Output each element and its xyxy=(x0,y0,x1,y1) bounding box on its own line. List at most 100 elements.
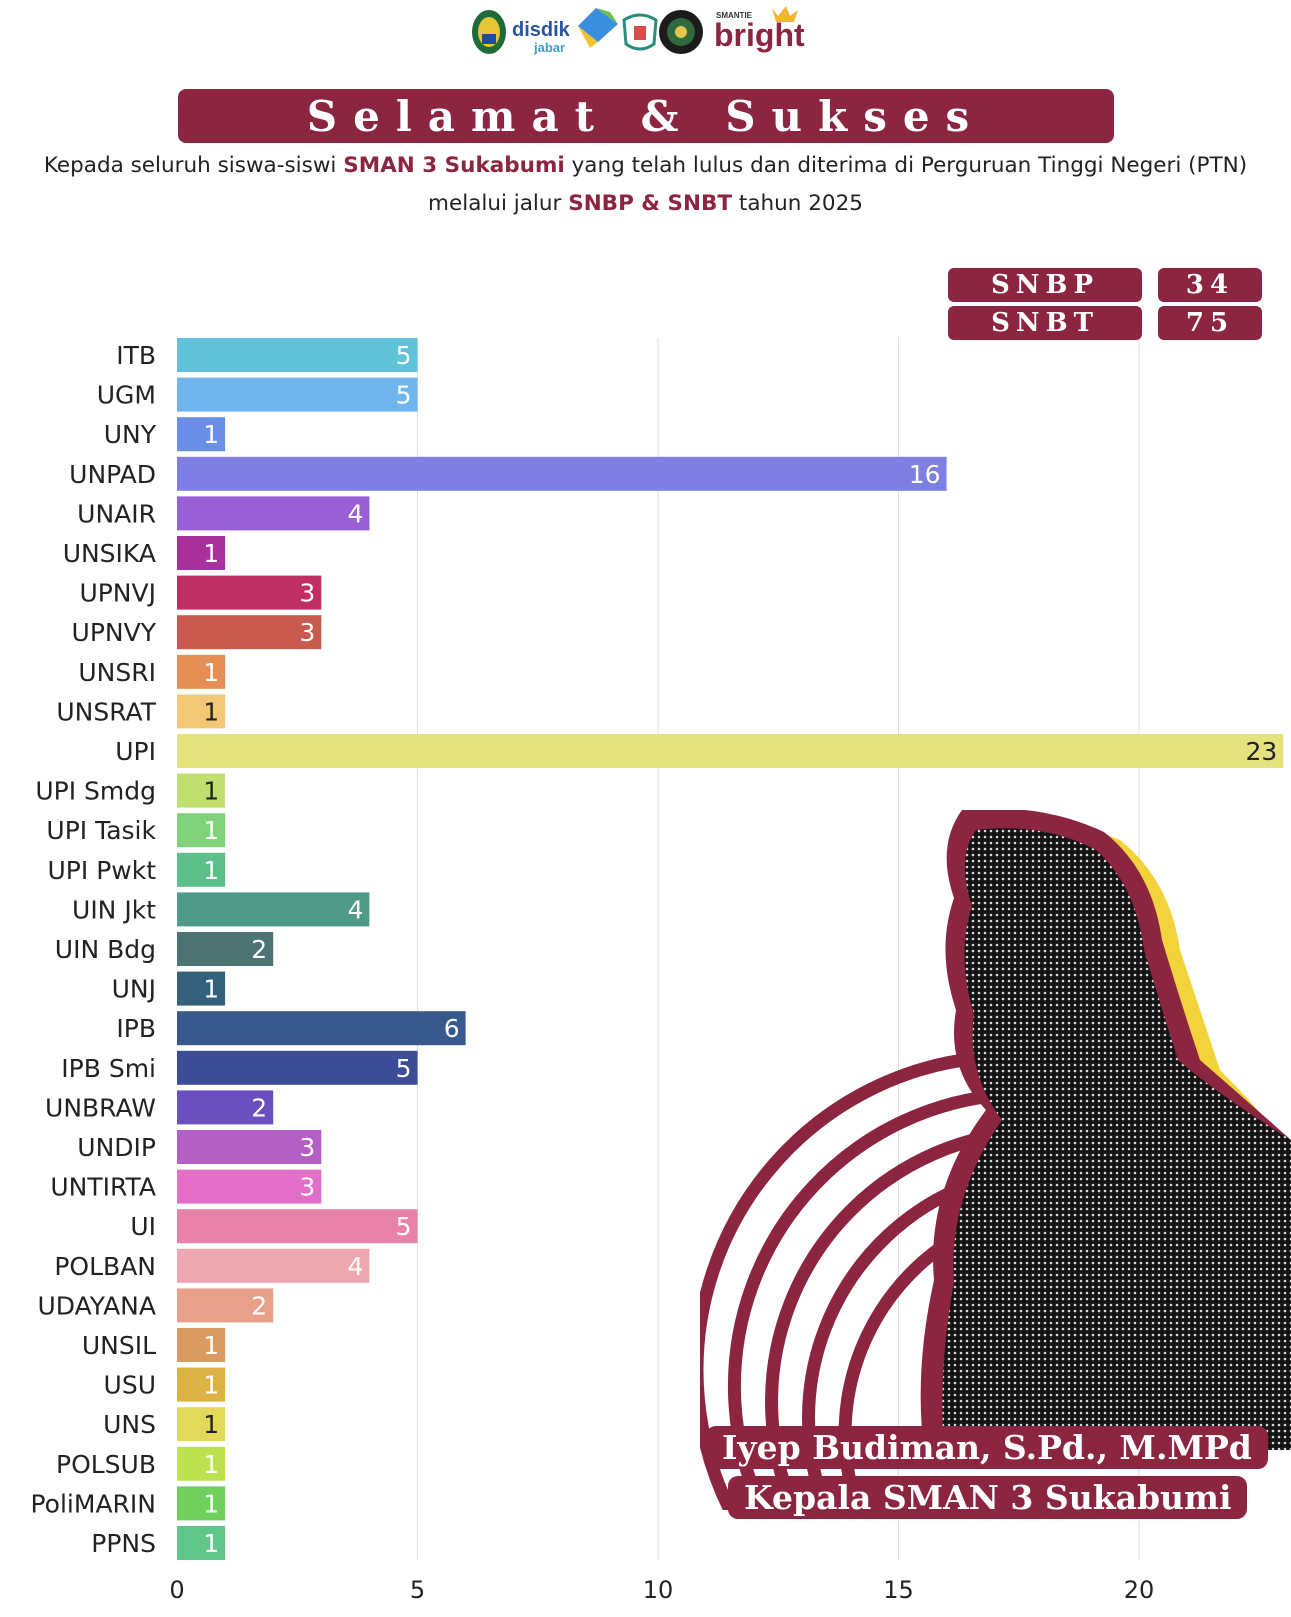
school-logo xyxy=(622,13,658,51)
category-label: UPI Pwkt xyxy=(48,856,157,885)
bar xyxy=(177,1288,274,1323)
bar-value-label: 2 xyxy=(251,935,267,964)
police-logo xyxy=(659,10,703,54)
bar-value-label: 16 xyxy=(909,460,941,489)
disdik-jabar-logo: disdik jabar xyxy=(472,10,571,55)
bar-value-label: 6 xyxy=(444,1014,460,1043)
bar-value-label: 1 xyxy=(203,975,219,1004)
bar xyxy=(177,773,226,808)
smantie-logo-text: SMANTIE xyxy=(716,11,753,20)
principal-role: Kepala SMAN 3 Sukabumi xyxy=(728,1476,1248,1519)
bar xyxy=(177,1209,418,1244)
bar xyxy=(177,1526,226,1560)
bar-value-label: 23 xyxy=(1245,737,1277,766)
bar xyxy=(177,1328,226,1362)
subtitle-line-1: Kepada seluruh siswa-siswi SMAN 3 Sukabu… xyxy=(0,153,1291,178)
x-tick-label: 0 xyxy=(169,1576,184,1604)
snbp-label-badge: SNBP xyxy=(948,268,1142,302)
bar xyxy=(177,694,226,729)
snbt-value-badge: 75 xyxy=(1158,306,1262,340)
bar-value-label: 3 xyxy=(299,618,315,647)
subtitle-line-1-part-a: Kepada seluruh siswa-siswi xyxy=(43,153,344,178)
subtitle-line-1-part-c: yang telah lulus dan diterima di Perguru… xyxy=(564,153,1248,178)
bar-value-label: 3 xyxy=(299,579,315,608)
bar-value-label: 5 xyxy=(396,341,412,370)
category-label: UPI xyxy=(115,737,156,766)
bar-value-label: 5 xyxy=(396,381,412,410)
bar-value-label: 1 xyxy=(203,1410,219,1439)
category-label: PPNS xyxy=(91,1529,156,1558)
x-tick-label: 20 xyxy=(1124,1576,1155,1604)
category-label: UPI Smdg xyxy=(35,777,156,806)
bar xyxy=(177,456,947,491)
x-axis-ticks: 0 5 10 15 20 xyxy=(169,1576,1154,1604)
principal-photo xyxy=(700,810,1291,1510)
category-label: UNJ xyxy=(112,975,156,1004)
category-label: UNY xyxy=(104,420,157,449)
subtitle-line-2: melalui jalur SNBP & SNBT tahun 2025 xyxy=(0,191,1291,216)
bar-value-label: 1 xyxy=(203,658,219,687)
bar xyxy=(177,615,322,650)
bar xyxy=(177,654,226,689)
bar xyxy=(177,536,226,570)
bar-value-label: 4 xyxy=(347,895,363,924)
category-label: UDAYANA xyxy=(37,1291,156,1320)
bar xyxy=(177,852,226,887)
snbt-label-badge: SNBT xyxy=(948,306,1142,340)
partner-logo xyxy=(578,8,618,48)
bar-value-label: 1 xyxy=(203,420,219,449)
category-label: UNAIR xyxy=(77,499,156,528)
category-label: UNS xyxy=(103,1410,156,1439)
bright-logo-text: bright xyxy=(714,17,805,53)
bar-value-label: 1 xyxy=(203,1489,219,1518)
bar-value-label: 1 xyxy=(203,856,219,885)
category-label: POLSUB xyxy=(56,1450,156,1479)
x-tick-label: 15 xyxy=(883,1576,914,1604)
disdik-logo-text: disdik xyxy=(512,19,571,41)
bar xyxy=(177,575,322,610)
category-label: UGM xyxy=(97,381,156,410)
snbp-value-badge: 34 xyxy=(1158,268,1262,302)
category-label: POLBAN xyxy=(54,1252,156,1281)
bar-value-label: 1 xyxy=(203,539,219,568)
bar xyxy=(177,338,418,372)
bar xyxy=(177,1090,274,1125)
bar xyxy=(177,1130,322,1164)
principal-silhouette xyxy=(920,810,1291,1450)
bar-value-label: 2 xyxy=(251,1291,267,1320)
bar xyxy=(177,971,226,1006)
bar xyxy=(177,1011,466,1046)
bar-value-label: 1 xyxy=(203,1529,219,1558)
category-label: UNSRAT xyxy=(56,697,156,726)
bar xyxy=(177,1050,418,1085)
bar-value-label: 1 xyxy=(203,1371,219,1400)
x-tick-label: 10 xyxy=(643,1576,674,1604)
bar xyxy=(177,1486,226,1521)
bar xyxy=(177,734,1284,768)
bar-value-label: 4 xyxy=(347,1252,363,1281)
bar-value-label: 3 xyxy=(299,1173,315,1202)
category-label: UNDIP xyxy=(77,1133,156,1162)
bar-value-label: 1 xyxy=(203,816,219,845)
logos-row: disdik jabar SMANTIE bright xyxy=(472,6,805,55)
bar-value-label: 1 xyxy=(203,777,219,806)
category-label: IPB xyxy=(116,1014,156,1043)
bar xyxy=(177,1407,226,1442)
bar-value-label: 5 xyxy=(396,1054,412,1083)
bar xyxy=(177,932,274,966)
category-label: UNBRAW xyxy=(45,1093,156,1122)
bar xyxy=(177,1446,226,1481)
smantie-bright-logo: SMANTIE bright xyxy=(714,6,805,53)
jabar-logo-text: jabar xyxy=(533,40,565,55)
category-label: PoliMARIN xyxy=(31,1489,157,1518)
bar xyxy=(177,377,418,412)
category-label: UI xyxy=(130,1212,156,1241)
bar xyxy=(177,1169,322,1204)
admission-paths: SNBP & SNBT xyxy=(568,191,733,216)
bar xyxy=(177,1367,226,1402)
category-label: UNTIRTA xyxy=(50,1173,156,1202)
bar-value-label: 2 xyxy=(251,1093,267,1122)
category-labels: ITB UGM UNY UNPAD UNAIR UNSIKA UPNVJ UPNVY UNSRI… xyxy=(31,341,157,1558)
subtitle-line-2-part-c: tahun 2025 xyxy=(732,191,863,216)
